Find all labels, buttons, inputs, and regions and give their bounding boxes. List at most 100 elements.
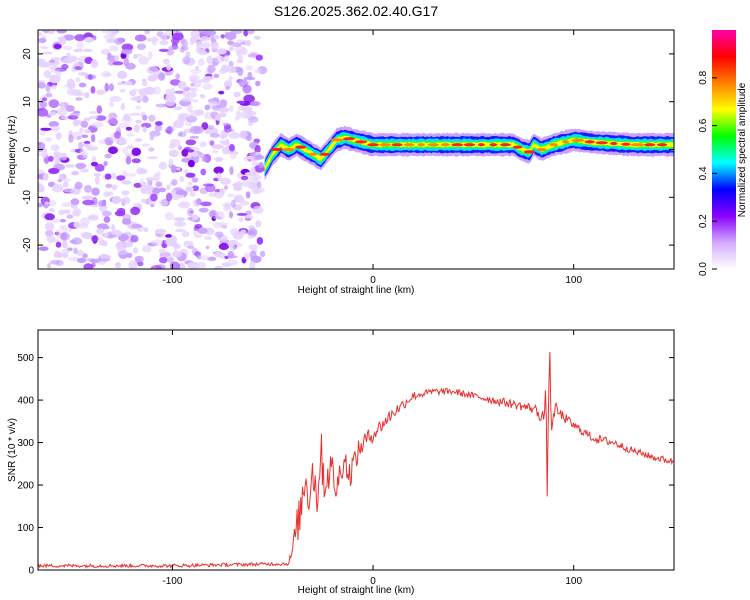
noise-speck — [130, 235, 139, 243]
noise-speck — [238, 217, 244, 222]
ridge-peak — [584, 140, 595, 144]
noise-speck — [187, 159, 195, 168]
noise-speck — [215, 156, 224, 163]
noise-speck — [118, 122, 130, 129]
noise-speck — [227, 250, 235, 259]
noise-speck — [38, 31, 43, 37]
noise-speck — [46, 235, 56, 243]
ridge-peak — [367, 143, 379, 147]
ridge-peak — [403, 143, 415, 147]
noise-speck — [204, 104, 211, 111]
noise-speck — [148, 147, 155, 152]
noise-speck — [175, 190, 188, 196]
noise-speck — [119, 88, 126, 93]
noise-speck — [130, 206, 141, 216]
noise-speck — [199, 93, 206, 99]
y-tick-label: -10 — [22, 190, 33, 205]
noise-speck — [139, 178, 145, 187]
noise-speck — [113, 131, 122, 139]
noise-speck — [143, 227, 149, 232]
colorbar: 0.0 0.2 0.4 0.6 0.8 Normalized spectral ampl… — [698, 30, 748, 276]
noise-speck — [254, 154, 265, 160]
chart-title: S126.2025.362.02.40.G17 — [274, 3, 438, 19]
snr-x-ticks: -100 0 100 — [162, 330, 582, 587]
noise-speck — [232, 183, 239, 187]
noise-speck — [158, 187, 166, 193]
ridge-peak — [451, 143, 464, 147]
noise-speck — [40, 101, 48, 108]
noise-speck — [173, 106, 183, 111]
y-tick-label: 0 — [22, 146, 33, 152]
noise-speck — [141, 95, 149, 103]
colorbar-tick-label: 0.0 — [698, 262, 709, 276]
noise-speck — [49, 125, 61, 132]
noise-speck — [100, 240, 107, 246]
noise-speck — [108, 112, 118, 120]
noise-speck — [76, 257, 87, 264]
noise-speck — [208, 192, 217, 197]
noise-speck — [108, 146, 118, 154]
noise-speck — [121, 218, 132, 225]
noise-speck — [152, 187, 161, 194]
noise-speck — [122, 146, 129, 155]
noise-speck — [235, 242, 243, 248]
noise-speck — [197, 227, 208, 234]
noise-speck — [38, 202, 44, 208]
noise-speck — [135, 105, 141, 110]
snr-plot-area — [38, 330, 674, 570]
y-tick-label: 20 — [22, 48, 33, 60]
noise-speck — [227, 193, 235, 198]
noise-speck — [219, 99, 228, 108]
noise-speck — [216, 222, 229, 226]
noise-speck — [171, 251, 182, 258]
noise-speck — [133, 53, 144, 57]
noise-speck — [70, 189, 81, 195]
noise-speck — [187, 207, 194, 217]
noise-speck — [165, 184, 171, 191]
noise-speck — [101, 30, 114, 34]
noise-speck — [100, 70, 111, 78]
ridge-peak — [440, 143, 450, 147]
noise-speck — [96, 89, 106, 96]
noise-speck — [75, 77, 81, 83]
noise-speck — [55, 132, 62, 140]
noise-speck — [121, 190, 130, 196]
noise-speck — [200, 201, 212, 207]
noise-speck — [79, 148, 87, 155]
noise-speck — [40, 127, 52, 131]
noise-speck — [236, 212, 248, 216]
noise-speck — [208, 210, 219, 218]
ridge-peak — [536, 147, 547, 152]
noise-speck — [214, 251, 221, 257]
ridge-peak — [427, 143, 440, 147]
noise-speck — [243, 214, 254, 219]
noise-speck — [84, 184, 92, 193]
colorbar-label: Normalized spectral amplitude — [737, 82, 748, 217]
noise-speck — [214, 231, 224, 238]
noise-speck — [74, 181, 83, 190]
noise-speck — [200, 168, 207, 176]
noise-speck — [221, 224, 228, 229]
noise-speck — [198, 207, 209, 213]
noise-speck — [189, 39, 195, 46]
noise-speck — [152, 173, 160, 182]
noise-speck — [126, 133, 135, 137]
noise-speck — [38, 152, 43, 157]
noise-speck — [164, 211, 174, 221]
ridge-peak — [656, 143, 668, 147]
noise-speck — [111, 184, 118, 191]
noise-speck — [63, 34, 75, 41]
noise-speck — [247, 181, 257, 190]
noise-speck — [90, 134, 96, 143]
noise-speck — [108, 83, 114, 92]
noise-speck — [123, 241, 133, 248]
noise-speck — [142, 114, 148, 121]
spectrogram-x-axis-label: Height of straight line (km) — [298, 285, 415, 296]
noise-speck — [196, 254, 202, 260]
noise-speck — [110, 224, 116, 232]
noise-speck — [48, 99, 60, 109]
noise-speck — [103, 160, 108, 167]
noise-speck — [109, 100, 114, 108]
noise-speck — [243, 111, 252, 119]
noise-speck — [121, 43, 134, 51]
